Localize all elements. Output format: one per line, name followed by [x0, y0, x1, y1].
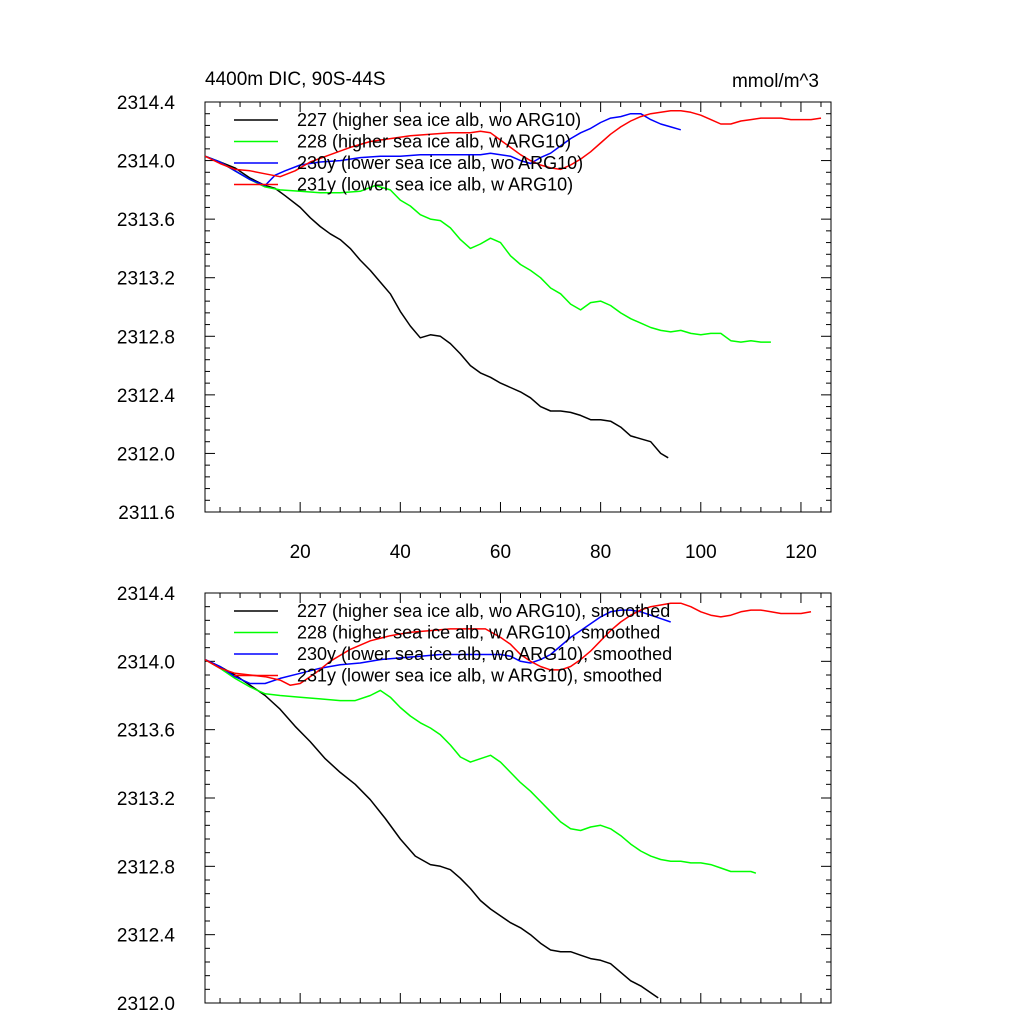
y-tick-label: 2312.0 [117, 444, 175, 465]
chart-title-units: mmol/m^3 [732, 71, 819, 92]
y-tick-label: 2312.8 [117, 327, 175, 348]
series-group [205, 110, 822, 459]
series-group [205, 602, 812, 999]
series-line-228 [205, 658, 757, 874]
y-tick-label: 2313.2 [117, 789, 175, 810]
panel-smoothed: 2312.0 2312.4 2312.8 2313.2 2313.6 2314.0 2314… [117, 584, 832, 1015]
y-tick-label: 2313.6 [117, 721, 175, 742]
y-tick-label: 2313.6 [117, 210, 175, 231]
series-line-230y [205, 112, 682, 187]
legend-label: 227 (higher sea ice alb, wo ARG10) [297, 110, 581, 130]
legend-label: 228 (higher sea ice alb, w ARG10) [297, 132, 571, 152]
x-tick-label: 120 [785, 542, 817, 563]
y-tick-label: 2311.6 [118, 503, 175, 524]
legend-label: 230y (lower sea ice alb, wo ARG10), smoo… [297, 644, 672, 664]
panel-raw: 20 40 60 80 100 120 2311.6 2312.0 2312.4 2312.8 23… [117, 69, 832, 563]
y-tick-label: 2312.4 [117, 926, 176, 947]
x-tick-label: 40 [390, 542, 411, 563]
x-tick-label: 20 [290, 542, 311, 563]
series-line-230y [205, 609, 671, 685]
y-tick-label: 2312.4 [117, 386, 176, 407]
y-tick-label: 2314.0 [117, 152, 175, 173]
legend-label: 228 (higher sea ice alb, w ARG10), smoot… [297, 623, 660, 643]
y-tick-label: 2314.0 [117, 652, 175, 673]
y-tick-label: 2312.0 [117, 994, 175, 1015]
y-tick-label: 2314.4 [117, 93, 176, 114]
series-line-227 [205, 155, 669, 459]
y-tick-label: 2314.4 [117, 584, 176, 605]
legend-label: 231y (lower sea ice alb, w ARG10) [297, 175, 573, 195]
series-line-231y [205, 110, 822, 178]
legend-label: 231y (lower sea ice alb, w ARG10), smoot… [297, 666, 662, 686]
x-tick-label: 80 [590, 542, 611, 563]
legend: 227 (higher sea ice alb, wo ARG10), smoo… [234, 601, 672, 686]
legend-label: 227 (higher sea ice alb, wo ARG10), smoo… [297, 601, 670, 621]
x-tick-label: 60 [490, 542, 511, 563]
y-tick-label: 2312.8 [117, 857, 175, 878]
series-line-228 [205, 155, 771, 343]
legend-label: 230y (lower sea ice alb, wo ARG10) [297, 153, 583, 173]
chart-title-left: 4400m DIC, 90S-44S [205, 69, 386, 90]
plot-frame [204, 101, 832, 513]
series-line-231y [205, 602, 812, 686]
x-tick-label: 100 [685, 542, 717, 563]
y-tick-label: 2313.2 [117, 269, 175, 290]
series-line-227 [205, 658, 659, 999]
legend: 227 (higher sea ice alb, wo ARG10)228 (h… [234, 110, 583, 195]
